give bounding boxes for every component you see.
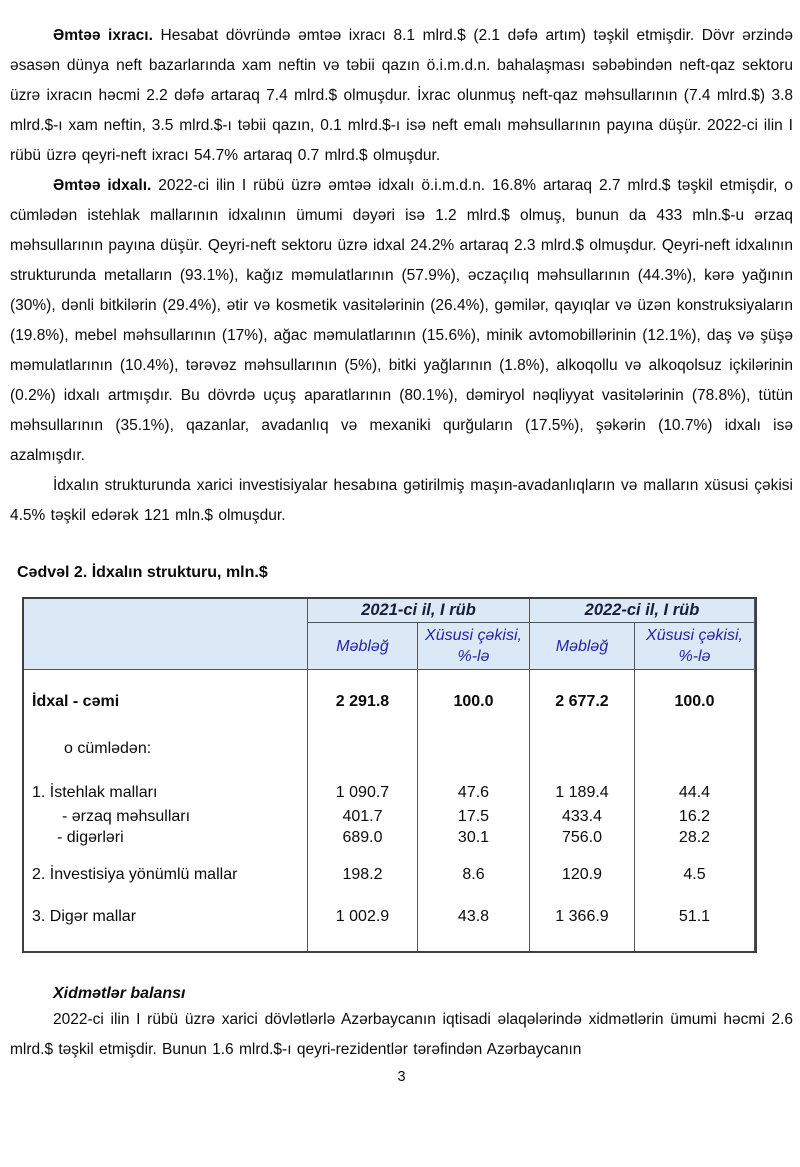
- value-other-goods-amount-2022: 1 366.9: [555, 908, 609, 925]
- value-total-amount-2022: 2 677.2: [555, 693, 609, 710]
- value-others-amount-2022: 756.0: [561, 829, 603, 846]
- value-other-goods-amount-2021: 1 002.9: [335, 908, 390, 925]
- paragraph-exports: Əmtəə ixracı. Hesabat dövründə əmtəə ixr…: [10, 21, 793, 171]
- table-column-amount-2021: 2 291.8 1 090.7 401.7 689.0 198.2 1 002.…: [308, 670, 417, 951]
- row-label-including: o cümlədən:: [64, 740, 152, 757]
- table-subheader-share-2021: Xüsusi çəkisi, %-lə: [418, 623, 529, 669]
- page-number: 3: [397, 1069, 406, 1085]
- paragraph-services-text: 2022-ci ilin I rübü üzrə xarici dövlətlə…: [10, 1011, 793, 1058]
- table-group-header-2021: 2021-ci il, I rüb: [308, 599, 529, 622]
- table-subheader-amount-2021: Məbləğ: [308, 623, 417, 669]
- value-total-amount-2021: 2 291.8: [335, 693, 390, 710]
- table-column-labels: İdxal - cəmi o cümlədən: 1. İstehlak mal…: [24, 670, 307, 951]
- value-other-goods-share-2021: 43.8: [457, 908, 490, 925]
- value-others-share-2021: 30.1: [457, 829, 490, 846]
- paragraph-exports-text: Hesabat dövründə əmtəə ixracı 8.1 mlrd.$…: [10, 27, 793, 164]
- value-food-share-2021: 17.5: [457, 808, 490, 825]
- value-food-amount-2021: 401.7: [342, 808, 383, 825]
- table-group-header-2022: 2022-ci il, I rüb: [530, 599, 754, 622]
- paragraph-services: 2022-ci ilin I rübü üzrə xarici dövlətlə…: [10, 1005, 793, 1065]
- services-balance-heading: Xidmətlər balansı: [53, 985, 186, 1002]
- value-investment-amount-2022: 120.9: [561, 866, 603, 883]
- value-food-amount-2022: 433.4: [561, 808, 603, 825]
- table-column-share-2021: 100.0 47.6 17.5 30.1 8.6 43.8: [418, 670, 529, 951]
- value-consumer-amount-2021: 1 090.7: [335, 784, 390, 801]
- value-investment-share-2021: 8.6: [462, 866, 485, 883]
- row-label-other-goods: 3. Digər mallar: [32, 908, 137, 925]
- value-consumer-share-2021: 47.6: [457, 784, 490, 801]
- row-label-investment: 2. İnvestisiya yönümlü mallar: [32, 866, 238, 883]
- row-label-total: İdxal - cəmi: [32, 693, 120, 710]
- paragraph-import-structure: İdxalın strukturunda xarici investisiyal…: [10, 471, 793, 531]
- table-column-amount-2022: 2 677.2 1 189.4 433.4 756.0 120.9 1 366.…: [530, 670, 634, 951]
- paragraph-imports: Əmtəə idxalı. 2022-ci ilin I rübü üzrə ə…: [10, 171, 793, 471]
- value-others-amount-2021: 689.0: [342, 829, 383, 846]
- table-column-share-2022: 100.0 44.4 16.2 28.2 4.5 51.1: [635, 670, 754, 951]
- paragraph-imports-text: 2022-ci ilin I rübü üzrə əmtəə idxalı ö.…: [10, 177, 793, 464]
- row-label-others: - digərləri: [57, 829, 124, 846]
- table-corner-cell: [24, 599, 307, 669]
- table-subheader-share-2022: Xüsusi çəkisi, %-lə: [635, 623, 754, 669]
- value-food-share-2022: 16.2: [678, 808, 711, 825]
- value-total-share-2021: 100.0: [453, 693, 494, 710]
- table-title: Cədvəl 2. İdxalın strukturu, mln.$: [17, 564, 268, 581]
- row-label-consumer: 1. İstehlak malları: [32, 784, 158, 801]
- value-total-share-2022: 100.0: [674, 693, 715, 710]
- imports-structure-table: 2021-ci il, I rüb 2022-ci il, I rüb Məbl…: [22, 597, 757, 953]
- paragraph-exports-lead: Əmtəə ixracı.: [53, 27, 153, 44]
- value-consumer-share-2022: 44.4: [678, 784, 711, 801]
- value-consumer-amount-2022: 1 189.4: [555, 784, 609, 801]
- row-label-food: - ərzaq məhsulları: [62, 808, 191, 825]
- value-others-share-2022: 28.2: [678, 829, 711, 846]
- value-investment-share-2022: 4.5: [683, 866, 706, 883]
- paragraph-imports-lead: Əmtəə idxalı.: [53, 177, 152, 194]
- value-other-goods-share-2022: 51.1: [678, 908, 711, 925]
- table-subheader-amount-2022: Məbləğ: [530, 623, 634, 669]
- paragraph-import-structure-text: İdxalın strukturunda xarici investisiyal…: [10, 477, 793, 524]
- value-investment-amount-2021: 198.2: [342, 866, 383, 883]
